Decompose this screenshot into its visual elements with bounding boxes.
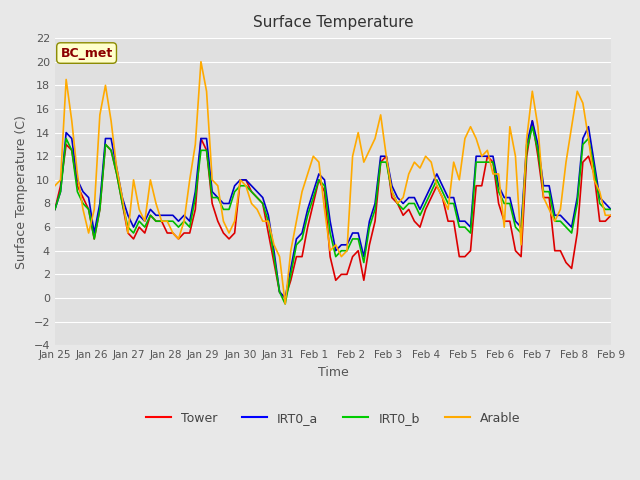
IRT0_b bbox=[607, 206, 615, 212]
Line: Tower: Tower bbox=[55, 121, 611, 298]
IRT0_a bbox=[529, 118, 536, 124]
IRT0_a bbox=[343, 242, 351, 248]
Tower bbox=[51, 206, 59, 212]
Tower bbox=[388, 195, 396, 201]
Arable bbox=[197, 59, 205, 65]
Arable bbox=[349, 153, 356, 159]
Arable bbox=[180, 218, 188, 224]
Tower bbox=[607, 213, 615, 218]
IRT0_b bbox=[282, 301, 289, 307]
Tower bbox=[529, 118, 536, 124]
Arable bbox=[158, 218, 166, 224]
Tower bbox=[282, 295, 289, 301]
Line: Arable: Arable bbox=[55, 62, 611, 304]
IRT0_b bbox=[51, 206, 59, 212]
Arable bbox=[573, 88, 581, 94]
Arable bbox=[590, 177, 598, 183]
X-axis label: Time: Time bbox=[317, 366, 348, 379]
Tower bbox=[180, 230, 188, 236]
Arable bbox=[607, 213, 615, 218]
IRT0_b bbox=[343, 248, 351, 253]
IRT0_b bbox=[590, 165, 598, 171]
Text: BC_met: BC_met bbox=[60, 47, 113, 60]
Tower bbox=[343, 272, 351, 277]
Arable bbox=[282, 301, 289, 307]
Line: IRT0_a: IRT0_a bbox=[55, 121, 611, 298]
Tower bbox=[158, 218, 166, 224]
Legend: Tower, IRT0_a, IRT0_b, Arable: Tower, IRT0_a, IRT0_b, Arable bbox=[141, 407, 525, 430]
IRT0_b bbox=[573, 201, 581, 206]
Title: Surface Temperature: Surface Temperature bbox=[253, 15, 413, 30]
IRT0_b bbox=[180, 218, 188, 224]
IRT0_b bbox=[529, 124, 536, 130]
IRT0_a bbox=[158, 213, 166, 218]
IRT0_a bbox=[573, 195, 581, 201]
IRT0_a bbox=[180, 213, 188, 218]
IRT0_a bbox=[607, 206, 615, 212]
IRT0_a bbox=[282, 295, 289, 301]
Tower bbox=[573, 230, 581, 236]
IRT0_a bbox=[51, 206, 59, 212]
Y-axis label: Surface Temperature (C): Surface Temperature (C) bbox=[15, 115, 28, 269]
IRT0_b bbox=[388, 189, 396, 194]
Arable bbox=[394, 201, 401, 206]
IRT0_b bbox=[158, 218, 166, 224]
IRT0_a bbox=[590, 159, 598, 165]
Arable bbox=[51, 183, 59, 189]
Line: IRT0_b: IRT0_b bbox=[55, 127, 611, 304]
Tower bbox=[590, 171, 598, 177]
IRT0_a bbox=[388, 183, 396, 189]
